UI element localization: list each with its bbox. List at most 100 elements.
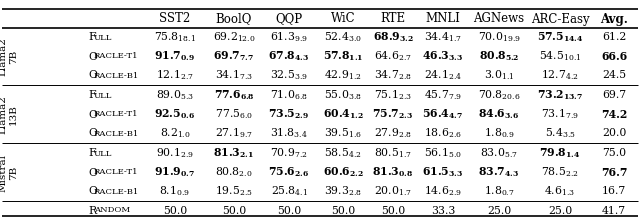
Text: 81.3$_{\mathregular{0.8}}$: 81.3$_{\mathregular{0.8}}$ [372,166,413,179]
Text: 18.6$_{\mathregular{2.6}}$: 18.6$_{\mathregular{2.6}}$ [424,127,462,140]
Text: 12.7$_{\mathregular{4.2}}$: 12.7$_{\mathregular{4.2}}$ [541,69,579,82]
Text: 83.0$_{\mathregular{5.7}}$: 83.0$_{\mathregular{5.7}}$ [480,147,518,160]
Text: 56.4$_{\mathregular{4.7}}$: 56.4$_{\mathregular{4.7}}$ [422,108,463,121]
Text: 24.1$_{\mathregular{2.4}}$: 24.1$_{\mathregular{2.4}}$ [424,69,462,82]
Text: 66.6: 66.6 [601,51,627,62]
Text: R: R [88,205,96,215]
Text: 77.6$_{\mathregular{6.8}}$: 77.6$_{\mathregular{6.8}}$ [214,89,254,102]
Text: O: O [88,51,97,62]
Text: 81.3$_{\mathregular{2.1}}$: 81.3$_{\mathregular{2.1}}$ [213,147,255,160]
Text: 57.5$_{\mathregular{14.4}}$: 57.5$_{\mathregular{14.4}}$ [537,31,583,44]
Text: 89.0$_{\mathregular{5.3}}$: 89.0$_{\mathregular{5.3}}$ [156,89,194,102]
Text: 91.9$_{\mathregular{0.7}}$: 91.9$_{\mathregular{0.7}}$ [154,166,196,179]
Text: QQP: QQP [275,12,303,25]
Text: 70.8$_{\mathregular{20.6}}$: 70.8$_{\mathregular{20.6}}$ [478,89,520,102]
Text: O: O [88,129,97,138]
Text: 31.8$_{\mathregular{3.4}}$: 31.8$_{\mathregular{3.4}}$ [270,127,308,140]
Text: F: F [88,32,95,42]
Text: 3.0$_{\mathregular{1.1}}$: 3.0$_{\mathregular{1.1}}$ [484,69,514,82]
Text: 75.0: 75.0 [602,148,626,159]
Text: 69.7: 69.7 [602,90,626,101]
Text: 8.1$_{\mathregular{0.9}}$: 8.1$_{\mathregular{0.9}}$ [159,185,191,198]
Text: 24.5: 24.5 [602,71,626,81]
Text: RACLE-B1: RACLE-B1 [94,187,140,196]
Text: RACLE-T1: RACLE-T1 [94,53,138,60]
Text: 50.0: 50.0 [163,205,187,215]
Text: 92.5$_{\mathregular{0.6}}$: 92.5$_{\mathregular{0.6}}$ [154,108,196,121]
Text: 80.8$_{\mathregular{2.0}}$: 80.8$_{\mathregular{2.0}}$ [215,166,253,179]
Text: 71.0$_{\mathregular{6.8}}$: 71.0$_{\mathregular{6.8}}$ [270,89,308,102]
Text: 39.3$_{\mathregular{2.8}}$: 39.3$_{\mathregular{2.8}}$ [324,185,362,198]
Text: 52.4$_{\mathregular{3.0}}$: 52.4$_{\mathregular{3.0}}$ [324,31,362,44]
Text: 60.6$_{\mathregular{2.2}}$: 60.6$_{\mathregular{2.2}}$ [323,166,364,179]
Text: Mistral
7B: Mistral 7B [0,154,18,191]
Text: Avg.: Avg. [600,12,628,25]
Text: 27.9$_{\mathregular{2.8}}$: 27.9$_{\mathregular{2.8}}$ [374,127,412,140]
Text: 58.5$_{\mathregular{4.2}}$: 58.5$_{\mathregular{4.2}}$ [324,147,362,160]
Text: RACLE-B1: RACLE-B1 [94,129,140,138]
Text: 70.9$_{\mathregular{7.2}}$: 70.9$_{\mathregular{7.2}}$ [270,147,308,160]
Text: 34.7$_{\mathregular{2.8}}$: 34.7$_{\mathregular{2.8}}$ [374,69,412,82]
Text: 75.7$_{\mathregular{2.3}}$: 75.7$_{\mathregular{2.3}}$ [372,108,413,121]
Text: 5.4$_{\mathregular{3.5}}$: 5.4$_{\mathregular{3.5}}$ [545,127,575,140]
Text: AGNews: AGNews [474,12,525,25]
Text: WiC: WiC [331,12,355,25]
Text: 75.1$_{\mathregular{2.3}}$: 75.1$_{\mathregular{2.3}}$ [374,89,412,102]
Text: 84.6$_{\mathregular{3.6}}$: 84.6$_{\mathregular{3.6}}$ [478,108,520,121]
Text: 60.4$_{\mathregular{1.2}}$: 60.4$_{\mathregular{1.2}}$ [323,108,364,121]
Text: 64.6$_{\mathregular{2.7}}$: 64.6$_{\mathregular{2.7}}$ [374,49,412,63]
Text: 50.0: 50.0 [331,205,355,215]
Text: O: O [88,110,97,120]
Text: 42.9$_{\mathregular{1.2}}$: 42.9$_{\mathregular{1.2}}$ [324,69,362,82]
Text: BoolQ: BoolQ [216,12,252,25]
Text: 50.0: 50.0 [277,205,301,215]
Text: 74.2: 74.2 [601,109,627,120]
Text: 70.0$_{\mathregular{19.9}}$: 70.0$_{\mathregular{19.9}}$ [477,31,520,44]
Text: RACLE-T1: RACLE-T1 [94,168,138,177]
Text: 32.5$_{\mathregular{3.9}}$: 32.5$_{\mathregular{3.9}}$ [270,69,308,82]
Text: RACLE-B1: RACLE-B1 [94,71,140,79]
Text: 27.1$_{\mathregular{9.7}}$: 27.1$_{\mathregular{9.7}}$ [215,127,253,140]
Text: 50.0: 50.0 [222,205,246,215]
Text: 80.5$_{\mathregular{1.7}}$: 80.5$_{\mathregular{1.7}}$ [374,147,412,160]
Text: 25.0: 25.0 [548,205,572,215]
Text: 73.1$_{\mathregular{7.9}}$: 73.1$_{\mathregular{7.9}}$ [541,108,579,121]
Text: 4.6$_{\mathregular{1.3}}$: 4.6$_{\mathregular{1.3}}$ [545,185,575,198]
Text: 39.5$_{\mathregular{1.6}}$: 39.5$_{\mathregular{1.6}}$ [324,127,362,140]
Text: SST2: SST2 [159,12,191,25]
Text: 69.7$_{\mathregular{7.7}}$: 69.7$_{\mathregular{7.7}}$ [213,49,255,63]
Text: O: O [88,168,97,178]
Text: 41.7: 41.7 [602,205,626,215]
Text: 73.2$_{\mathregular{13.7}}$: 73.2$_{\mathregular{13.7}}$ [537,89,583,102]
Text: O: O [88,71,97,81]
Text: ULL: ULL [94,34,113,41]
Text: ULL: ULL [94,92,113,99]
Text: 20.0: 20.0 [602,129,626,138]
Text: 25.0: 25.0 [487,205,511,215]
Text: 61.3$_{\mathregular{9.9}}$: 61.3$_{\mathregular{9.9}}$ [270,31,308,44]
Text: 1.8$_{\mathregular{0.7}}$: 1.8$_{\mathregular{0.7}}$ [484,185,515,198]
Text: 16.7: 16.7 [602,187,626,196]
Text: 8.2$_{\mathregular{1.0}}$: 8.2$_{\mathregular{1.0}}$ [159,127,190,140]
Text: 79.8$_{\mathregular{1.4}}$: 79.8$_{\mathregular{1.4}}$ [540,147,580,160]
Text: 34.4$_{\mathregular{1.7}}$: 34.4$_{\mathregular{1.7}}$ [424,31,462,44]
Text: 73.5$_{\mathregular{2.9}}$: 73.5$_{\mathregular{2.9}}$ [268,108,310,121]
Text: 68.9$_{\mathregular{3.2}}$: 68.9$_{\mathregular{3.2}}$ [372,31,413,44]
Text: F: F [88,148,95,159]
Text: 14.6$_{\mathregular{2.9}}$: 14.6$_{\mathregular{2.9}}$ [424,185,462,198]
Text: 19.5$_{\mathregular{2.5}}$: 19.5$_{\mathregular{2.5}}$ [215,185,253,198]
Text: 54.5$_{\mathregular{10.1}}$: 54.5$_{\mathregular{10.1}}$ [539,49,581,63]
Text: 61.2: 61.2 [602,32,626,42]
Text: 76.7: 76.7 [601,167,627,178]
Text: 75.8$_{\mathregular{18.1}}$: 75.8$_{\mathregular{18.1}}$ [154,31,196,44]
Text: 45.7$_{\mathregular{7.9}}$: 45.7$_{\mathregular{7.9}}$ [424,89,462,102]
Text: 69.2$_{\mathregular{12.0}}$: 69.2$_{\mathregular{12.0}}$ [212,31,255,44]
Text: 61.5$_{\mathregular{3.3}}$: 61.5$_{\mathregular{3.3}}$ [422,166,464,179]
Text: 33.3: 33.3 [431,205,455,215]
Text: 55.0$_{\mathregular{3.8}}$: 55.0$_{\mathregular{3.8}}$ [324,89,362,102]
Text: ANDOM: ANDOM [94,207,130,214]
Text: 80.8$_{\mathregular{5.2}}$: 80.8$_{\mathregular{5.2}}$ [479,49,519,63]
Text: RTE: RTE [380,12,406,25]
Text: 90.1$_{\mathregular{2.9}}$: 90.1$_{\mathregular{2.9}}$ [156,147,194,160]
Text: 20.0$_{\mathregular{1.7}}$: 20.0$_{\mathregular{1.7}}$ [374,185,412,198]
